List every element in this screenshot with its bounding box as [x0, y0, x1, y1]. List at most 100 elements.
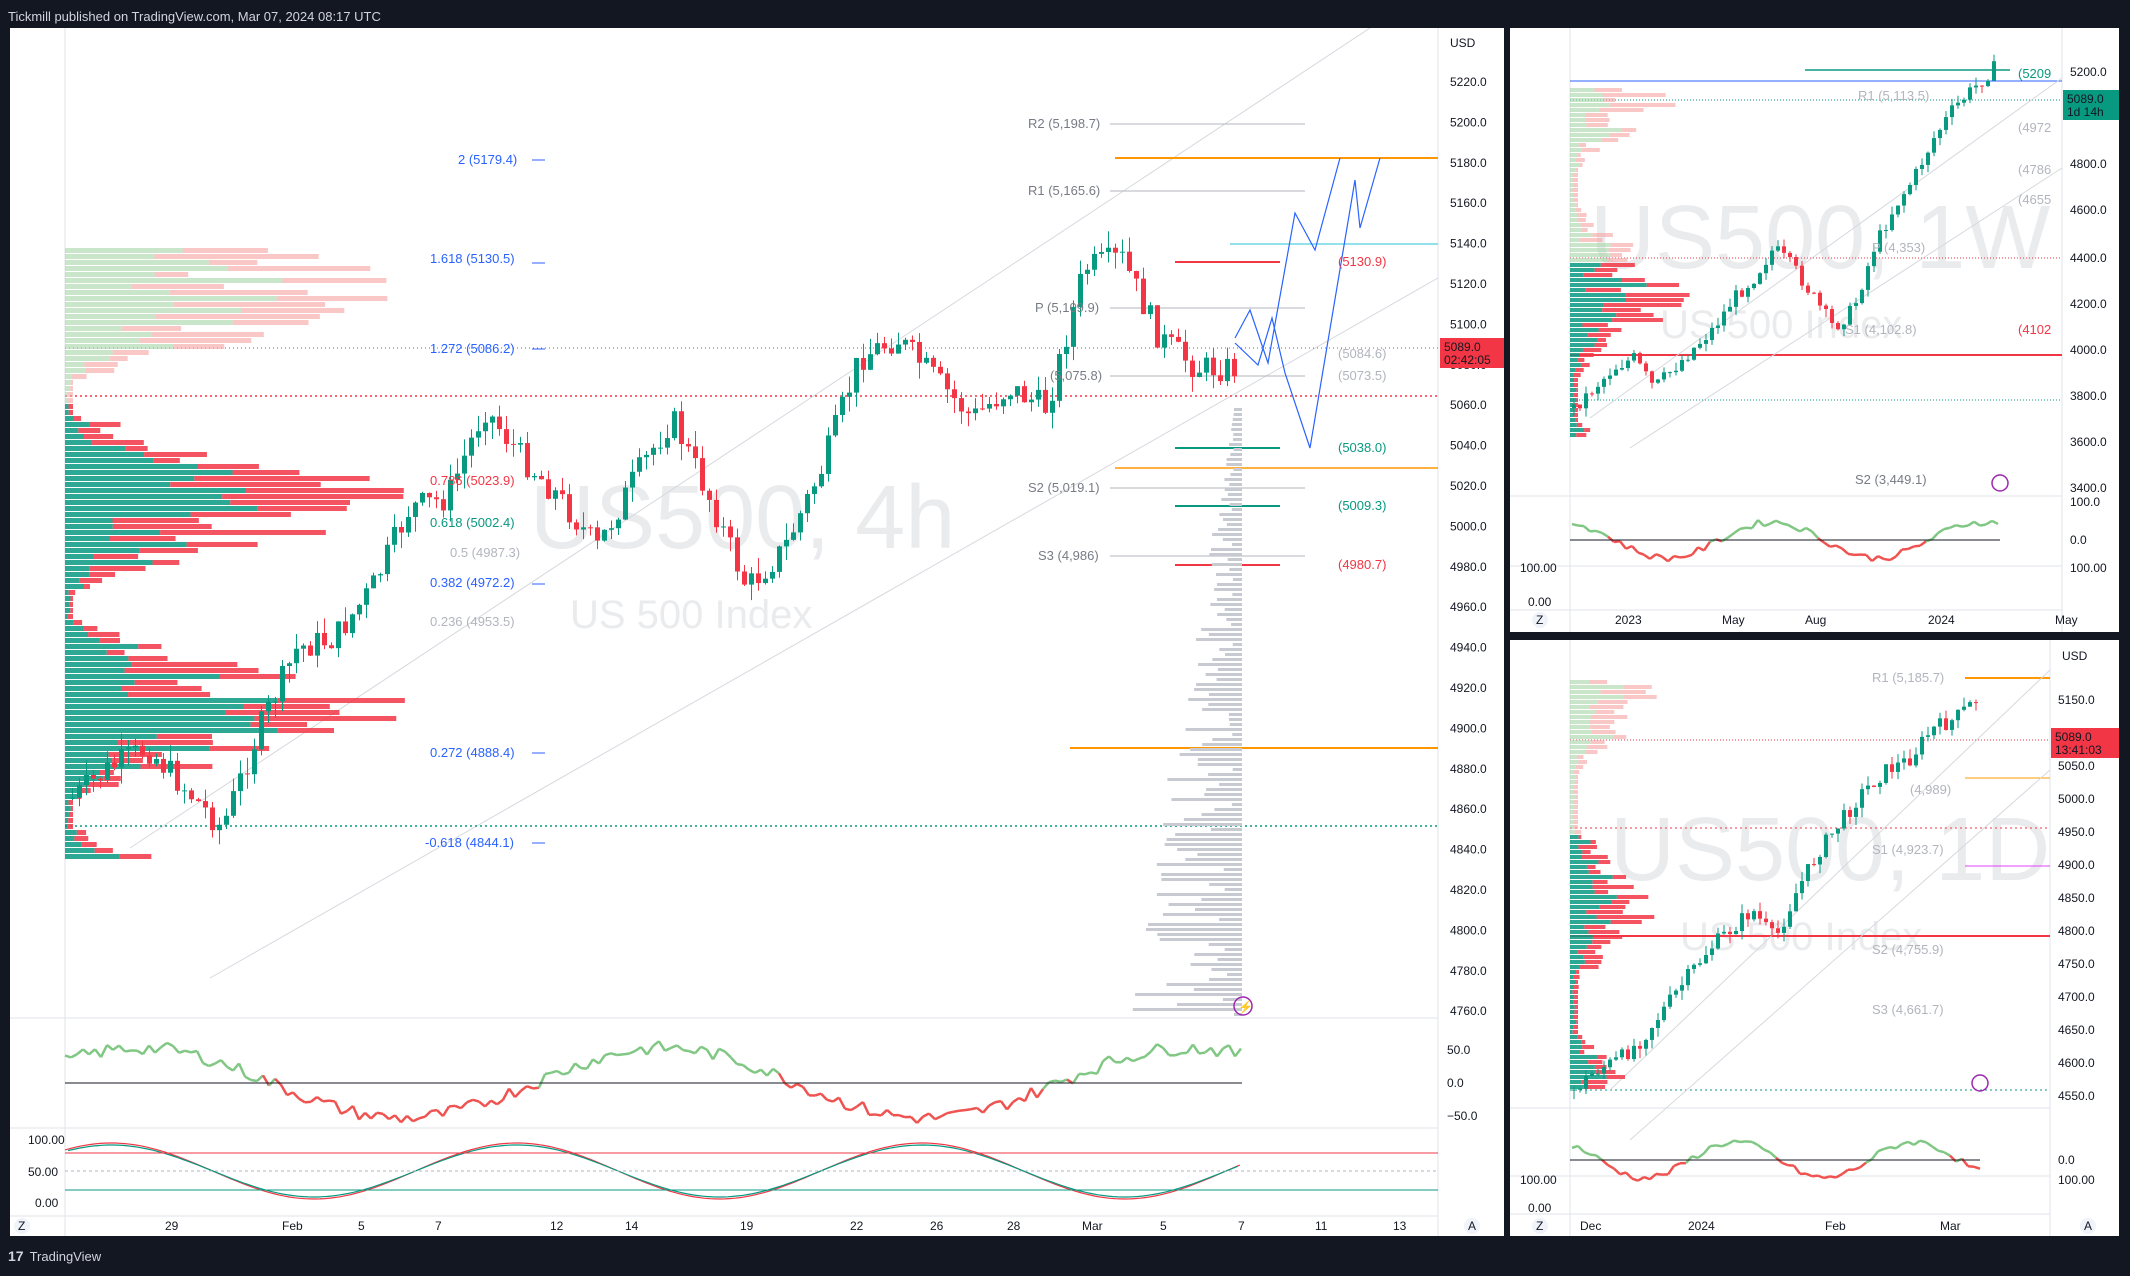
svg-text:A: A: [2084, 1219, 2092, 1233]
weekly-labels: R1 (5,113.5) (5209 (4972 (4786 (4655 P (…: [1845, 66, 2051, 487]
svg-text:USD: USD: [2062, 649, 2088, 663]
main-time-tick-7: 22: [850, 1219, 864, 1233]
daily-chart-panel[interactable]: US500, 1D US 500 Index R1 (5,185.7) (4,9…: [1510, 640, 2119, 1236]
pivot-s2: S2 (5,019.1): [1028, 480, 1100, 495]
svg-text:0.00: 0.00: [1528, 1201, 1552, 1215]
svg-text:100.00: 100.00: [1520, 1173, 1557, 1187]
weekly-chart-panel[interactable]: US500, 1W US 500 Index R1 (5,113.5) (520…: [1510, 28, 2119, 632]
main-price-tick-23: 4760.0: [1450, 1004, 1487, 1018]
pivot-labels: R2 (5,198.7) R1 (5,165.6) P (5,109.9) (5…: [1028, 116, 1102, 563]
main-price-tick-12: 4980.0: [1450, 560, 1487, 574]
daily-time-axis[interactable]: Dec 2024 Feb Mar: [1580, 1219, 1961, 1233]
daily-lightning-icon[interactable]: [1971, 1074, 1989, 1092]
main-time-tick-13: 11: [1315, 1219, 1328, 1233]
main-chart-canvas[interactable]: US500, 4h US 500 Index: [10, 28, 1504, 1236]
main-time-tick-14: 13: [1393, 1219, 1407, 1233]
main-price-tick-17: 4880.0: [1450, 762, 1487, 776]
main-price-tick-3: 5160.0: [1450, 196, 1487, 210]
weekly-price-tick-7: 3600.0: [2070, 435, 2107, 449]
main-price-tick-4: 5140.0: [1450, 237, 1487, 251]
weekly-time-tick-3: 2024: [1928, 613, 1955, 627]
svg-text:0.00: 0.00: [35, 1196, 59, 1210]
svg-text:A: A: [1468, 1219, 1476, 1233]
svg-text:S2 (3,449.1): S2 (3,449.1): [1855, 472, 1927, 487]
main-price-tick-13: 4960.0: [1450, 600, 1487, 614]
daily-price-tag: [2051, 728, 2119, 758]
svg-text:P (4,353): P (4,353): [1872, 240, 1925, 255]
svg-text:S1 (4,102.8): S1 (4,102.8): [1845, 322, 1917, 337]
svg-text:100.00: 100.00: [1520, 561, 1557, 575]
svg-text:0.0: 0.0: [2058, 1153, 2075, 1167]
time-axis[interactable]: 29 Feb 5 7 12 14 19 22 26 28 Mar 5 7 11 13: [165, 1219, 1407, 1233]
daily-time-tick-0: Dec: [1580, 1219, 1601, 1233]
weekly-chart-canvas[interactable]: US500, 1W US 500 Index R1 (5,113.5) (520…: [1510, 28, 2119, 632]
daily-auto-scale-button[interactable]: [2080, 1218, 2096, 1234]
daily-time-tick-2: Feb: [1825, 1219, 1846, 1233]
pivot-r1: R1 (5,165.6): [1028, 183, 1100, 198]
weekly-price-tick-6: 3800.0: [2070, 389, 2107, 403]
main-time-tick-1: Feb: [282, 1219, 303, 1233]
brand-name: TradingView: [29, 1248, 102, 1264]
svg-text:100.0: 100.0: [2070, 495, 2100, 509]
weekly-price-tick-0: 5200.0: [2070, 65, 2107, 79]
daily-price-tick-6: 4850.0: [2058, 891, 2095, 905]
svg-text:1d 14h: 1d 14h: [2067, 105, 2104, 119]
osc-axis: 50.0 0.0 −50.0: [1447, 1043, 1478, 1123]
pivot-p: P (5,109.9): [1035, 300, 1099, 315]
main-price-tick-10: 5020.0: [1450, 479, 1487, 493]
svg-text:50.00: 50.00: [28, 1165, 58, 1179]
main-price-tick-8: 5060.0: [1450, 398, 1487, 412]
fib-0618: 0.618 (5002.4): [430, 515, 515, 530]
main-chart-panel[interactable]: US500, 4h US 500 Index: [10, 28, 1504, 1236]
weekly-price-tick-4: 4200.0: [2070, 297, 2107, 311]
target-5084: (5084.6): [1338, 346, 1386, 361]
auto-scale-button[interactable]: [1464, 1218, 1480, 1234]
main-time-tick-3: 7: [435, 1219, 442, 1233]
daily-chart-canvas[interactable]: US500, 1D US 500 Index R1 (5,185.7) (4,9…: [1510, 640, 2119, 1236]
svg-text:100.00: 100.00: [28, 1133, 65, 1147]
weekly-lightning-icon[interactable]: [1991, 474, 2009, 492]
svg-text:Z: Z: [18, 1219, 25, 1233]
price-axis[interactable]: 5220.0 5200.0 5180.0 5160.0 5140.0 5120.0 5100…: [1450, 75, 1487, 1018]
main-price-tick-2: 5180.0: [1450, 156, 1487, 170]
publisher-header: Tickmill published on TradingView.com, M…: [8, 9, 381, 24]
svg-text:S3 (4,661.7): S3 (4,661.7): [1872, 1002, 1944, 1017]
daily-watermark: US500, 1D: [1610, 800, 2050, 900]
main-time-tick-12: 7: [1238, 1219, 1245, 1233]
main-price-tick-11: 5000.0: [1450, 519, 1487, 533]
svg-text:(4786: (4786: [2018, 162, 2051, 177]
lightning-icon[interactable]: [1233, 996, 1253, 1016]
weekly-price-axis[interactable]: 5200.0 4800.0 4600.0 4400.0 4200.0 4000.0 3800…: [2070, 65, 2107, 495]
daily-price-tick-4: 4950.0: [2058, 825, 2095, 839]
main-price-tick-6: 5100.0: [1450, 317, 1487, 331]
weekly-time-axis[interactable]: 2023 May Aug 2024 May: [1615, 613, 2078, 627]
main-price-tick-19: 4840.0: [1450, 843, 1487, 857]
fib-2: 2 (5179.4): [458, 152, 517, 167]
weekly-osc-axis: 100.0 0.0 100.00 100.00 0.00: [1520, 495, 2107, 609]
main-time-tick-5: 14: [625, 1219, 639, 1233]
svg-text:(5209: (5209: [2018, 66, 2051, 81]
daily-candles: [1572, 697, 1978, 1100]
zoom-button[interactable]: [14, 1218, 30, 1234]
daily-time-tick-3: Mar: [1940, 1219, 1961, 1233]
pivot-r2: R2 (5,198.7): [1028, 116, 1100, 131]
daily-zoom-button[interactable]: [1532, 1218, 1548, 1234]
fib-neg0618: -0.618 (4844.1): [425, 835, 514, 850]
svg-text:Z: Z: [1536, 613, 1543, 627]
svg-text:(4655: (4655: [2018, 192, 2051, 207]
oscillator-line: [64, 1040, 1242, 1124]
weekly-price-tick-2: 4600.0: [2070, 203, 2107, 217]
weekly-zoom-button[interactable]: [1532, 612, 1548, 628]
footer-brand[interactable]: 17 TradingView: [8, 1248, 101, 1264]
weekly-price-tick-3: 4400.0: [2070, 251, 2107, 265]
lightning-glyph: ⚡: [1238, 1000, 1253, 1014]
fib-1272: 1.272 (5086.2): [430, 341, 515, 356]
daily-price-tick-8: 4750.0: [2058, 957, 2095, 971]
weekly-price-tag: [2063, 90, 2119, 120]
main-price-tick-1: 5200.0: [1450, 115, 1487, 129]
main-time-tick-4: 12: [550, 1219, 564, 1233]
daily-price-tick-3: 5000.0: [2058, 792, 2095, 806]
svg-text:13:41:03: 13:41:03: [2055, 743, 2102, 757]
pivot-s3: S3 (4,986): [1038, 548, 1099, 563]
main-time-tick-8: 26: [930, 1219, 944, 1233]
